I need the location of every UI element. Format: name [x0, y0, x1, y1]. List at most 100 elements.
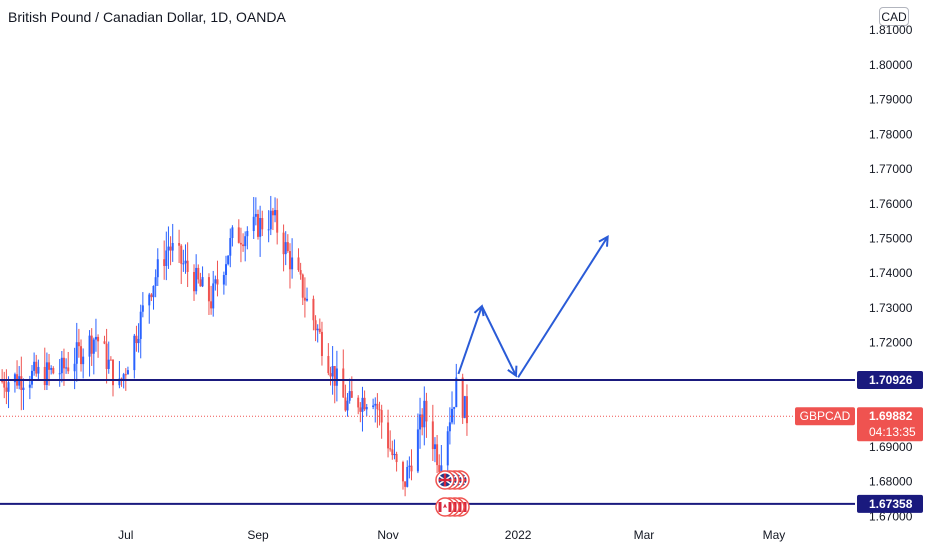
candle — [282, 224, 285, 272]
candle — [97, 334, 100, 358]
y-tick-label: 1.69000 — [869, 440, 913, 454]
y-tick-label: 1.78000 — [869, 127, 913, 141]
candle — [404, 481, 407, 497]
candle — [171, 223, 174, 262]
candle — [288, 243, 291, 289]
candle — [148, 292, 151, 324]
candle — [193, 264, 196, 301]
candle — [199, 272, 202, 287]
candle — [45, 352, 48, 391]
candle — [231, 225, 234, 247]
current-price-label[interactable]: 1.69882 04:13:35 — [857, 407, 923, 442]
price-labels-layer: 1.70926 1.67358 1.69882 04:13:35 GBPCAD — [795, 370, 923, 513]
candle — [389, 430, 392, 452]
projection-arrow-down[interactable] — [480, 305, 518, 378]
candle — [455, 363, 458, 408]
candle — [212, 270, 215, 317]
candle — [88, 330, 91, 377]
candle — [269, 195, 272, 236]
candle — [425, 392, 428, 438]
projection-arrow-up-1[interactable] — [457, 304, 485, 375]
candle — [163, 240, 166, 280]
candle — [82, 348, 85, 379]
candle — [421, 408, 424, 436]
candle — [137, 323, 140, 353]
candle — [65, 358, 68, 374]
candle — [361, 386, 364, 432]
candle — [448, 407, 451, 445]
candle — [184, 244, 187, 274]
candle — [316, 324, 319, 343]
candle — [299, 262, 302, 280]
candle — [284, 231, 287, 266]
candle — [433, 437, 436, 463]
candle — [453, 406, 456, 425]
candle — [225, 255, 228, 286]
y-tick-label: 1.77000 — [869, 162, 913, 176]
candle — [210, 285, 213, 315]
candle — [391, 440, 394, 460]
candle — [423, 386, 426, 446]
candle — [58, 359, 61, 387]
candle — [20, 356, 23, 411]
projection-arrow-up-2[interactable] — [517, 234, 609, 378]
candle — [133, 333, 136, 379]
y-tick-label: 1.80000 — [869, 58, 913, 72]
candle — [463, 395, 466, 419]
candle — [297, 248, 300, 272]
symbol-badge[interactable]: GBPCAD — [795, 407, 855, 426]
candle — [77, 328, 80, 358]
candle — [410, 449, 413, 481]
candle — [22, 378, 25, 410]
candle — [227, 255, 230, 266]
candle — [80, 339, 83, 372]
candle — [92, 337, 95, 375]
y-tick-label: 1.75000 — [869, 231, 913, 245]
candle — [333, 365, 336, 404]
event-markers-layer — [435, 470, 470, 517]
svg-text:1.69882: 1.69882 — [869, 409, 913, 423]
candle — [118, 361, 121, 389]
currency-button[interactable]: CAD — [879, 7, 909, 26]
candle — [37, 359, 40, 381]
candle — [318, 318, 321, 334]
level-price-label[interactable]: 1.70926 — [857, 370, 923, 389]
time-axis: Jul Sep Nov 2022 Mar May — [118, 528, 785, 542]
candle — [256, 209, 259, 240]
candle — [374, 397, 377, 423]
candle — [376, 393, 379, 428]
candle — [222, 271, 225, 295]
candle — [254, 197, 257, 226]
candle — [451, 391, 454, 425]
candle — [94, 318, 97, 352]
candle — [165, 231, 168, 281]
candle — [5, 369, 8, 405]
x-tick-label: 2022 — [505, 528, 532, 542]
candle — [107, 341, 110, 374]
candle — [50, 365, 53, 375]
uk-flag-icon[interactable] — [435, 470, 455, 490]
x-tick-label: Mar — [634, 528, 655, 542]
y-tick-label: 1.79000 — [869, 93, 913, 107]
candle — [139, 304, 142, 359]
projection-layer — [457, 234, 609, 378]
svg-text:GBPCAD: GBPCAD — [800, 409, 851, 423]
level-price-label[interactable]: 1.67358 — [857, 494, 923, 513]
ca-flag-icon[interactable] — [435, 497, 455, 517]
candle — [156, 248, 159, 286]
candle — [35, 354, 38, 377]
candle — [419, 397, 422, 449]
candle — [33, 352, 36, 376]
candle — [229, 228, 232, 268]
candle — [154, 269, 157, 298]
candle — [461, 373, 464, 424]
candle — [197, 264, 200, 284]
candle — [286, 234, 289, 253]
candle — [141, 292, 144, 318]
candle — [408, 456, 411, 479]
candle — [314, 315, 317, 342]
candle — [150, 293, 153, 302]
candle — [372, 398, 375, 410]
candle — [167, 226, 170, 269]
